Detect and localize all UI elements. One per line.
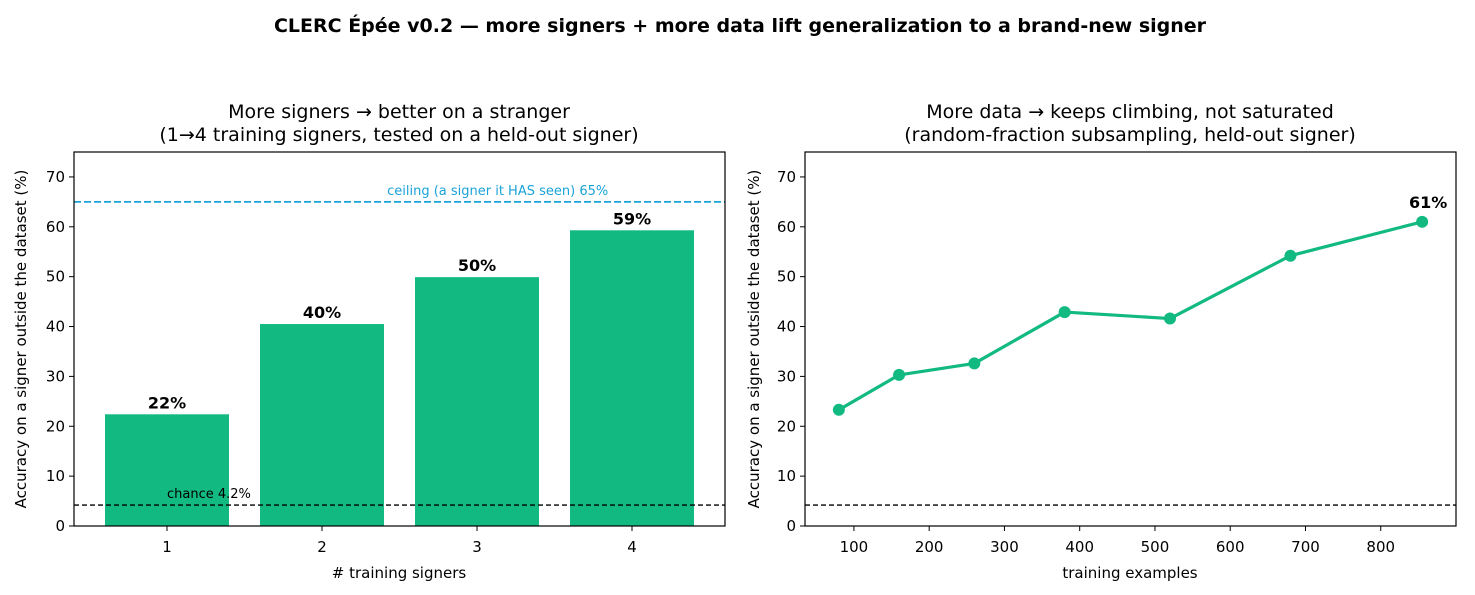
right-chart-plot: 61% 100 200 300 400 500 600 700 800 0 10 20 30 40 50 60… xyxy=(777,151,1457,556)
left-chart-title-line1: More signers → better on a stranger xyxy=(228,101,570,123)
y-tick-label: 10 xyxy=(46,467,65,485)
right-plot-frame xyxy=(804,151,1457,527)
x-tick-label: 500 xyxy=(1141,538,1170,556)
y-tick-label: 20 xyxy=(46,417,65,435)
y-tick-label: 50 xyxy=(777,268,796,286)
y-tick-label: 70 xyxy=(777,168,796,186)
y-tick-label: 40 xyxy=(777,318,796,336)
left-x-axis-label: # training signers xyxy=(332,564,467,582)
y-tick-label: 20 xyxy=(777,417,796,435)
x-tick-label: 2 xyxy=(317,538,327,556)
ceiling-label: ceiling (a signer it HAS seen) 65% xyxy=(387,184,608,199)
x-tick-label: 400 xyxy=(1065,538,1094,556)
left-chart-plot: 22% 1 40% 2 50% 3 59% 4 ceiling (a signer it HAS… xyxy=(46,151,726,556)
right-chart-title-line2: (random-fraction subsampling, held-out s… xyxy=(904,124,1355,146)
x-tick-label: 3 xyxy=(472,538,482,556)
left-chart-title-line2: (1→4 training signers, tested on a held-… xyxy=(159,124,638,146)
y-tick-label: 30 xyxy=(777,367,796,385)
data-point xyxy=(832,403,845,416)
x-tick-label: 300 xyxy=(990,538,1019,556)
bar-value-label: 59% xyxy=(613,209,651,228)
right-x-axis-label: training examples xyxy=(1062,564,1197,582)
bar-value-label: 22% xyxy=(148,393,186,412)
right-y-axis-label: Accuracy on a signer outside the dataset… xyxy=(745,170,763,509)
x-tick-label: 600 xyxy=(1216,538,1245,556)
left-plot-frame xyxy=(73,151,726,527)
bar-value-label: 40% xyxy=(303,303,341,322)
right-chart: More data → keeps climbing, not saturate… xyxy=(745,101,1457,582)
x-tick-label: 1 xyxy=(162,538,172,556)
data-point xyxy=(1416,215,1429,228)
x-tick-label: 700 xyxy=(1291,538,1320,556)
x-tick-label: 800 xyxy=(1366,538,1395,556)
y-tick-label: 0 xyxy=(786,517,796,535)
x-tick-label: 4 xyxy=(627,538,637,556)
bar-3 xyxy=(415,277,539,526)
chance-label: chance 4.2% xyxy=(167,487,251,502)
y-tick-label: 60 xyxy=(46,218,65,236)
data-point xyxy=(893,368,906,381)
x-tick-label: 200 xyxy=(915,538,944,556)
y-tick-label: 30 xyxy=(46,367,65,385)
left-y-axis-label: Accuracy on a signer outside the dataset… xyxy=(12,170,30,509)
y-tick-label: 50 xyxy=(46,268,65,286)
data-point xyxy=(1164,312,1177,325)
bar-value-label: 50% xyxy=(458,256,496,275)
left-chart: More signers → better on a stranger (1→4… xyxy=(12,101,726,582)
bar-1 xyxy=(105,414,229,526)
y-tick-label: 60 xyxy=(777,218,796,236)
x-tick-label: 100 xyxy=(840,538,869,556)
bar-2 xyxy=(260,324,384,526)
bar-4 xyxy=(570,230,694,527)
right-chart-title-line1: More data → keeps climbing, not saturate… xyxy=(926,101,1334,123)
data-point xyxy=(1058,306,1071,319)
end-value-label: 61% xyxy=(1409,193,1447,212)
y-tick-label: 40 xyxy=(46,318,65,336)
data-point xyxy=(968,357,981,370)
data-point xyxy=(1284,249,1297,262)
accuracy-series-line xyxy=(838,220,1423,412)
y-tick-label: 0 xyxy=(55,517,65,535)
figure-suptitle: CLERC Épée v0.2 — more signers + more da… xyxy=(274,14,1207,37)
y-tick-label: 10 xyxy=(777,467,796,485)
y-tick-label: 70 xyxy=(46,168,65,186)
